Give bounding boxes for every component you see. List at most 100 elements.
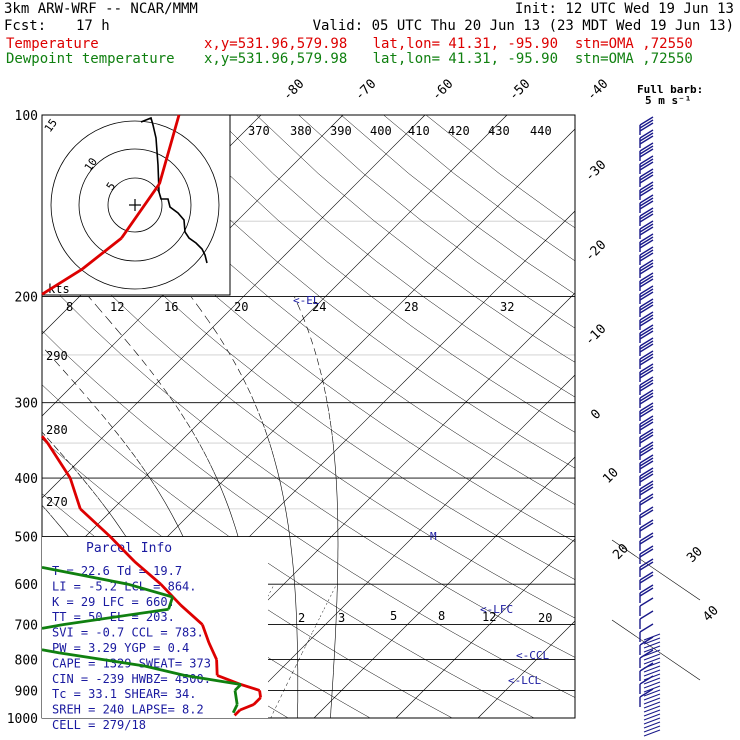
wind-barb [639,610,654,629]
isotherm-label--30: -30 [582,158,609,185]
wind-barb-low [643,709,661,717]
speed-tick-16: 16 [164,300,178,314]
mixing-ratio-label-8: 8 [438,609,445,623]
dry-adiabat-410 [171,114,576,433]
isobar-label-700: 700 [15,619,38,634]
wind-barb [639,363,654,382]
forecast-label: Fcst: [4,18,47,34]
legend-temperature-info: x,y=531.96,579.98 lat,lon= 41.31, -95.90… [204,36,693,52]
isotherm-label--60: -60 [429,77,456,104]
wind-barb [639,337,654,356]
isotherm-label--70: -70 [352,77,379,104]
wind-barb [639,454,654,473]
parcel-info-row: T = 22.6 Td = 19.7 [52,564,182,578]
isotherm-label-10: 10 [600,465,622,487]
wind-barb-low [643,637,661,645]
theta-label-380: 380 [290,124,312,138]
wind-barb [639,389,654,408]
hodograph-ring-label-10: 10 [82,155,100,173]
wind-barb [639,688,654,707]
isotherm-label--50: -50 [506,77,533,104]
theta-label-410: 410 [408,124,430,138]
legend-temperature-name: Temperature [6,36,99,52]
wind-barb [639,246,654,265]
wind-barb [639,571,654,590]
wind-barb [639,376,654,395]
theta-label-430: 430 [488,124,510,138]
dry-adiabat-340 [41,330,576,698]
wind-barb [639,506,654,525]
wind-barb-low [643,729,661,737]
isotherm-label--10: -10 [582,322,609,349]
wind-barb-low [643,689,661,697]
speed-tick-12: 12 [110,300,124,314]
wind-barb [639,350,654,369]
wind-barb-low [643,657,661,665]
isotherm-label-40: 40 [700,603,722,625]
wind-barb [639,415,654,434]
wind-barb-low [643,645,661,653]
m-marker: M [430,530,437,543]
isotherm-40 [395,538,576,719]
mixing-ratio-label-2: 2 [298,611,305,625]
ccl-marker: <-CCL [516,649,549,662]
isobar-label-400: 400 [15,472,38,487]
isobar-label-600: 600 [15,578,38,593]
wind-barb-low [643,677,661,685]
isotherm-extension-40 [611,619,701,681]
isotherm-label-0: 0 [588,407,604,423]
wind-barb [639,207,654,226]
plot-frame [41,114,576,719]
theta-label-440: 440 [530,124,552,138]
parcel-info-title: Parcel Info [86,541,172,556]
isotherm-50 [477,620,576,719]
wind-barb [639,493,654,512]
isotherm-label-30: 30 [684,544,706,566]
wind-barb-low [643,673,661,681]
wind-barb [639,129,654,148]
speed-tick-28: 28 [404,300,418,314]
theta-label-420: 420 [448,124,470,138]
lfc-marker: <-LFC [480,603,513,616]
wind-barb [639,116,654,135]
init-time: Init: 12 UTC Wed 19 Jun 13 [514,1,734,17]
wind-barb [639,584,654,603]
hodograph-ring-label-15: 15 [42,116,60,134]
speed-tick-8: 8 [66,300,73,314]
isobar-label-100: 100 [15,109,38,124]
theta-label-400: 400 [370,124,392,138]
wind-barb [639,220,654,239]
wind-barb [639,519,654,538]
valid-time: Valid: 05 UTC Thu 20 Jun 13 (23 MDT Wed … [312,18,734,34]
dry-adiabat-440 [298,114,576,329]
wind-barb [639,272,654,291]
hodograph-trace [140,116,208,264]
grid-layer [41,114,701,719]
isotherm-label--20: -20 [582,238,609,265]
wind-barb-low [643,705,661,713]
wind-barb [639,324,654,343]
isotherm-30 [313,456,576,719]
el-marker: <-EL [293,294,320,307]
hodograph-ring-5 [107,177,163,233]
wind-barb [639,441,654,460]
wind-barb [639,194,654,213]
wind-barb [639,545,654,564]
wind-barb [639,181,654,200]
wind-barb-low [643,665,661,673]
parcel-info-panel: Parcel Info T = 22.6 Td = 19.7LI = -5.2 L… [42,537,268,732]
parcel-info-row: K = 29 LFC = 660. [52,595,175,609]
isotherm-extension-30 [611,539,701,601]
legend-dewpoint-name: Dewpoint temperature [6,51,175,67]
isobar-label-200: 200 [15,291,38,306]
parcel-info-row: CELL = 279/18 [52,718,146,732]
theta-label-290: 290 [46,349,68,363]
wind-barb-low [643,693,661,701]
dry-adiabat-420 [213,114,576,398]
wind-barb-low [643,685,661,693]
dry-adiabat-350 [41,276,576,658]
barb-key-line2: 5 m s⁻¹ [645,94,691,107]
wind-barb-low [643,717,661,725]
legend-dewpoint-info: x,y=531.96,579.98 lat,lon= 41.31, -95.90… [204,51,693,67]
